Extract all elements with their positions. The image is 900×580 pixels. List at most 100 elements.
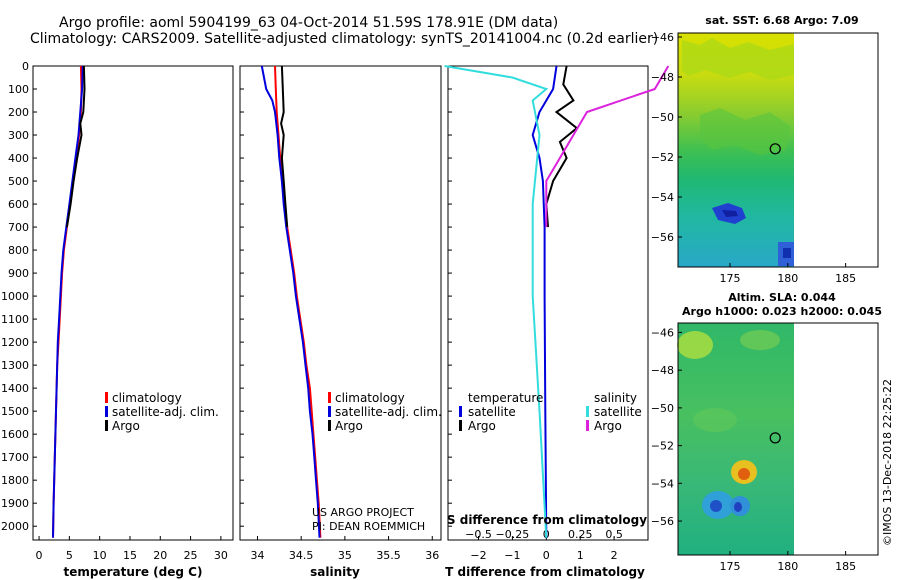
map-x-tick-label: 175 [720,560,741,573]
map-x-tick-label: 185 [835,560,856,573]
series-line-argo [280,65,289,228]
sla-map-axes: 175 180 185 −46 −48 −50 −52 −54 −56 [651,326,856,573]
figure-title-line2: Climatology: CARS2009. Satellite-adjuste… [30,31,658,47]
difference-legend-temperature: temperature satellite Argo [459,391,543,433]
x-tick-label: 36 [425,549,439,562]
x-tick-label: 0 [543,549,550,562]
legend-swatch-satellite [328,406,331,417]
sla-mid-patch [740,330,780,350]
salinity-panel-frame [239,65,442,541]
legend-swatch-argo [328,420,331,431]
sla-mid-patch-2 [693,408,737,432]
map-y-tick-label: −52 [651,440,674,453]
legend-label-t-satellite: satellite [468,405,516,419]
difference-chart: −2 −1 0 1 2−0.5 −0.25 0 0.25 0.5 [444,65,670,562]
sla-negative-core [710,500,722,512]
legend-label-climatology: climatology [335,391,405,405]
sst-map-axes: 175 180 185 −46 −48 −50 −52 −54 −56 [651,31,856,285]
imos-watermark: ©IMOS 13-Dec-2018 22:25:22 [881,379,894,546]
x-tick-label: 30 [214,549,228,562]
legend-label-t-argo: Argo [468,419,496,433]
map-x-tick-label: 180 [777,560,798,573]
depth-tick-label: 1000 [1,290,29,303]
x-tick-label: 10 [93,549,107,562]
depth-tick-label: 200 [8,106,29,119]
legend-label-argo: Argo [112,419,140,433]
depth-tick-label: 500 [8,175,29,188]
argo-location-marker [769,432,781,444]
map-x-tick-label: 185 [835,272,856,285]
depth-tick-label: 1100 [1,313,29,326]
x-tick-label: 5 [66,549,73,562]
x-tick-label: 35 [338,549,352,562]
map-y-tick-label: −50 [651,402,674,415]
x-tick-label: 35.5 [376,549,401,562]
series-line-salinity-argo [545,65,670,228]
sla-map-border [677,322,879,556]
sst-map-border [677,32,879,268]
map-x-tick-label: 175 [720,272,741,285]
s-difference-axis-label: S difference from climatology [447,513,647,527]
s-difference-tick-label: 0.5 [605,528,623,541]
argo-location-marker [769,143,781,155]
sst-warm-patch [682,38,794,80]
depth-tick-label: 800 [8,244,29,257]
sla-map-title: Altim. SLA: 0.044 [728,291,836,304]
legend-label-climatology: climatology [112,391,182,405]
x-tick-label: 20 [153,549,167,562]
sst-map: 175 180 185 −46 −48 −50 −52 −54 −56 [651,31,879,285]
pi-annotation: PI: DEAN ROEMMICH [312,520,425,533]
depth-tick-label: 1400 [1,382,29,395]
series-line-argo [65,65,86,228]
map-y-tick-label: −46 [651,326,674,339]
series-line-temperature-argo [545,65,579,228]
legend-swatch-t-argo [459,420,462,431]
legend-label-argo: Argo [335,419,363,433]
x-tick-label: 15 [123,549,137,562]
x-tick-label: 2 [611,549,618,562]
map-y-tick-label: −48 [651,71,674,84]
sla-field [678,323,794,555]
sla-high-patch [677,331,713,359]
x-tick-label: −1 [504,549,520,562]
series-line-satellite-adj-clim- [52,65,84,538]
x-tick-label: 34.5 [289,549,314,562]
sla-map: 175 180 185 −46 −48 −50 −52 −54 −56 [651,322,879,573]
sst-cold-corner-core [783,248,791,258]
depth-tick-label: 1800 [1,474,29,487]
legend-swatch-t-satellite [459,406,462,417]
depth-tick-label: 1200 [1,336,29,349]
sla-map-subtitle: Argo h1000: 0.023 h2000: 0.045 [682,305,882,318]
map-y-tick-label: −56 [651,515,674,528]
map-y-tick-label: −56 [651,231,674,244]
legend-label-s-argo: Argo [594,419,622,433]
depth-tick-label: 1300 [1,359,29,372]
map-y-tick-label: −50 [651,111,674,124]
temperature-chart: 0 5 10 15 20 25 30 [36,65,228,562]
legend-label-satellite: satellite-adj. clim. [335,405,442,419]
x-tick-label: 25 [184,549,198,562]
legend-swatch-argo [105,420,108,431]
sla-negative-core-2 [734,502,742,512]
map-y-tick-label: −48 [651,364,674,377]
depth-tick-label: 600 [8,198,29,211]
depth-tick-label: 1900 [1,497,29,510]
salinity-chart: 34 34.5 35 35.5 36 [250,65,439,562]
map-y-tick-label: −52 [651,151,674,164]
depth-tick-label: 300 [8,129,29,142]
x-tick-label: −2 [470,549,486,562]
difference-legend-salinity: salinity satellite Argo [586,391,642,433]
legend-title-temperature: temperature [468,391,543,405]
sst-mid-patch [700,108,790,155]
difference-panel-frame [447,65,649,541]
legend-swatch-climatology [105,392,108,403]
depth-tick-label: 1600 [1,428,29,441]
s-difference-tick-label: 0.25 [568,528,593,541]
temperature-legend: climatology satellite-adj. clim. Argo [105,391,219,433]
salinity-axis-label: salinity [310,565,360,579]
legend-label-s-satellite: satellite [594,405,642,419]
sla-positive-core [738,468,750,480]
map-y-tick-label: −54 [651,191,674,204]
x-tick-label: 1 [577,549,584,562]
